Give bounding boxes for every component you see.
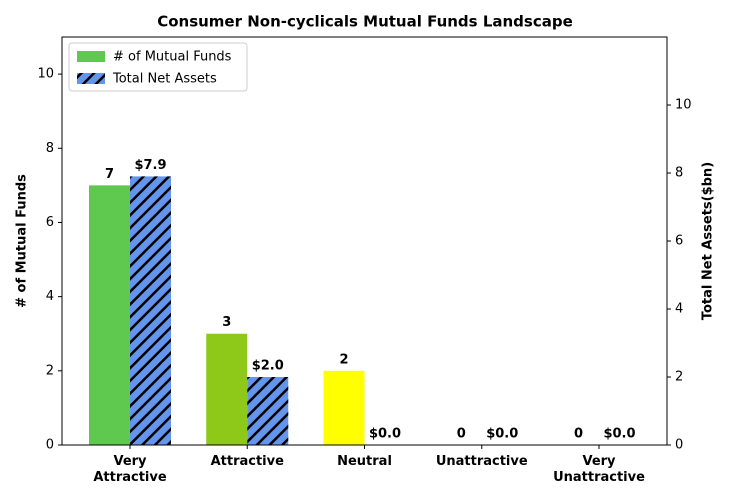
y-tick-label: 0	[46, 438, 54, 453]
bar-hatch	[247, 377, 289, 445]
x-tick-label: Unattractive	[435, 454, 528, 469]
y-tick-label: 2	[46, 363, 54, 378]
legend-swatch-hatch	[77, 73, 105, 84]
x-tick-label: Very Unattractive	[553, 454, 645, 485]
x-tick-label: Neutral	[337, 454, 392, 469]
y-axis-label: # of Mutual Funds	[15, 174, 30, 308]
value-label: $2.0	[252, 359, 284, 374]
y2-tick-label: 6	[675, 234, 683, 249]
bar	[206, 333, 248, 445]
y2-tick-label: 10	[675, 98, 692, 113]
y2-tick-label: 2	[675, 370, 683, 385]
y2-tick-label: 0	[675, 438, 683, 453]
y2-tick-label: 8	[675, 166, 683, 181]
value-label: 7	[105, 167, 114, 182]
value-label: 3	[222, 315, 231, 330]
value-label: $7.9	[134, 158, 166, 173]
legend-label: Total Net Assets	[112, 72, 217, 87]
y-tick-label: 8	[46, 141, 54, 156]
bar	[89, 185, 130, 445]
value-label: $0.0	[486, 427, 518, 442]
value-label: 2	[339, 352, 348, 367]
y-tick-label: 10	[37, 67, 54, 82]
y-tick-label: 6	[46, 215, 54, 230]
legend-box	[68, 42, 248, 92]
y2-axis-label: Total Net Assets($bn)	[701, 162, 716, 320]
x-tick-label: Very Attractive	[93, 454, 167, 485]
bar-hatch	[130, 176, 171, 445]
chart-title: Consumer Non-cyclicals Mutual Funds Land…	[157, 13, 573, 31]
value-label: $0.0	[603, 427, 635, 442]
value-label: 0	[574, 427, 583, 442]
x-tick-label: Attractive	[210, 454, 284, 469]
legend-label: # of Mutual Funds	[113, 50, 232, 65]
y2-tick-label: 4	[675, 302, 683, 317]
value-label: 0	[457, 427, 466, 442]
legend-swatch	[77, 51, 105, 62]
bar	[323, 370, 365, 445]
plot-frame	[61, 36, 668, 446]
y-tick-label: 4	[46, 289, 54, 304]
value-label: $0.0	[369, 427, 401, 442]
